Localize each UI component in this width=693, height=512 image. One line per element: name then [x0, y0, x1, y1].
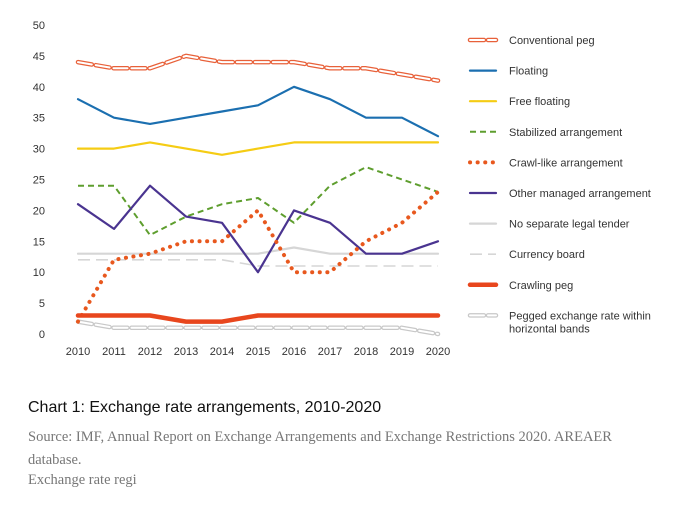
series-line-crawling-peg [75, 313, 441, 324]
series-line-currency-board [78, 259, 438, 267]
x-tick-label: 2014 [210, 346, 234, 358]
chart-caption-truncated-text: Exchange rate regi [28, 472, 137, 488]
x-axis-ticks: 2010 2011 2012 2013 2014 2015 2016 2017 2018 2019… [66, 346, 450, 358]
legend-label-line: Other managed arrangement [509, 188, 651, 200]
legend-label-line: horizontal bands [509, 323, 590, 335]
x-tick-label: 2017 [318, 346, 342, 358]
series-line-stabilized-arrangement [78, 166, 439, 237]
legend-label-no-separate-legal-tender: No separate legal tender [509, 219, 630, 231]
series-line-conventional-peg [77, 54, 439, 82]
legend-label-floating: Floating [509, 66, 548, 78]
y-tick-label: 0 [39, 329, 45, 341]
legend-label-pegged-exchange-rate-within-horizontal-bands: Pegged exchange rate within horizontal ba… [509, 310, 651, 335]
x-tick-label: 2011 [102, 346, 126, 358]
chart-caption-title: Chart 1: Exchange rate arrangements, 201… [28, 399, 382, 416]
legend-label-crawling-peg: Crawling peg [509, 280, 573, 292]
legend-label-other-managed-arrangement: Other managed arrangement [509, 188, 651, 200]
legend-label-free-floating: Free floating [509, 96, 570, 108]
y-tick-label: 50 [33, 20, 45, 32]
y-tick-label: 20 [33, 205, 45, 217]
series-line-floating [76, 85, 440, 138]
legend-label-line: Crawl-like arrangement [509, 157, 623, 169]
y-tick-label: 35 [33, 113, 45, 125]
legend-label-currency-board: Currency board [509, 249, 585, 261]
y-axis-ticks: 0 5 10 15 20 25 30 35 40 45 50 [33, 20, 45, 341]
series-line-other-managed-arrangement [76, 184, 440, 274]
y-tick-label: 25 [33, 175, 45, 187]
legend-label-line: Currency board [509, 249, 585, 261]
series-lines [75, 53, 441, 337]
y-tick-label: 5 [39, 298, 45, 310]
legend-label-line: Stabilized arrangement [509, 127, 622, 139]
x-tick-label: 2012 [138, 346, 162, 358]
legend-label-crawl-like-arrangement: Crawl-like arrangement [509, 157, 623, 169]
x-tick-label: 2018 [354, 346, 378, 358]
x-tick-label: 2020 [426, 346, 450, 358]
x-tick-label: 2016 [282, 346, 306, 358]
y-tick-label: 15 [33, 236, 45, 248]
legend: Conventional peg Floating Free floating Sta… [467, 35, 651, 335]
y-tick-label: 40 [33, 82, 45, 94]
legend-label-line: Pegged exchange rate within [509, 310, 651, 322]
legend-label-line: Free floating [509, 96, 570, 108]
x-tick-label: 2010 [66, 346, 90, 358]
y-tick-label: 30 [33, 144, 45, 156]
legend-label-conventional-peg: Conventional peg [509, 35, 595, 47]
series-line-pegged-exchange-rate-within-horizontal-bands [77, 320, 439, 335]
x-tick-label: 2013 [174, 346, 198, 358]
series-line-crawl-like-arrangement [76, 189, 440, 324]
x-tick-label: 2015 [246, 346, 270, 358]
series-line-free-floating [76, 141, 440, 156]
legend-label-line: Floating [509, 66, 548, 78]
y-tick-label: 10 [33, 267, 45, 279]
chart-caption-source: Source: IMF, Annual Report on Exchange A… [28, 429, 612, 468]
legend-label-stabilized-arrangement: Stabilized arrangement [509, 127, 622, 139]
legend-label-line: Crawling peg [509, 280, 573, 292]
x-tick-label: 2019 [390, 346, 414, 358]
legend-label-line: Conventional peg [509, 35, 595, 47]
y-tick-label: 45 [33, 51, 45, 63]
legend-label-line: No separate legal tender [509, 219, 630, 231]
